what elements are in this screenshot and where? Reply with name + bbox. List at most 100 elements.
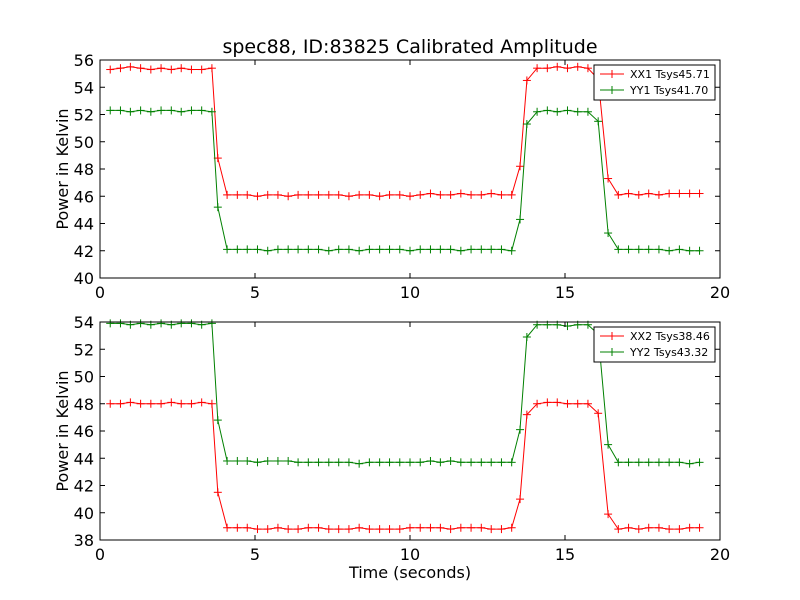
top-y-tick-label: 50 xyxy=(74,133,94,152)
top-x-ticks: 0 5 10 15 20 xyxy=(95,60,730,302)
bottom-series-xx-point xyxy=(685,523,694,532)
bottom-series-xx-point xyxy=(375,525,384,534)
bottom-series-xx-point xyxy=(553,398,562,407)
top-series-yy-point xyxy=(406,246,414,255)
bottom-series-xx-point xyxy=(146,399,155,408)
top-legend-box xyxy=(593,64,716,101)
bottom-x-tick-label: 5 xyxy=(250,545,260,564)
top-legend: XX1 Tsys45.71 YY1 Tsys41.70 xyxy=(593,64,716,101)
bottom-series-yy-point xyxy=(614,458,623,467)
top-series-yy-point xyxy=(207,107,216,116)
bottom-series-xx-point xyxy=(273,523,282,532)
top-series-xx-point xyxy=(344,192,353,201)
top-series-xx-point xyxy=(223,190,232,199)
top-series-xx-point xyxy=(644,189,653,198)
top-series-yy-point xyxy=(284,245,293,254)
bottom-y-tick-label: 46 xyxy=(74,422,94,441)
chart-title: spec88, ID:83825 Calibrated Amplitude xyxy=(222,36,597,58)
top-series-yy-point xyxy=(665,246,674,255)
bottom-series-xx-point xyxy=(416,523,425,532)
bottom-y-ticks: 38 40 42 44 46 48 50 52 54 xyxy=(74,313,720,550)
top-series-yy-point xyxy=(263,246,272,255)
bottom-series-xx-point xyxy=(395,525,404,534)
top-series-xx-point xyxy=(157,64,166,73)
bottom-series-xx-point xyxy=(207,399,216,408)
top-series-xx-point xyxy=(314,190,323,199)
top-series-yy-point xyxy=(167,106,176,115)
top-series-yy-point xyxy=(654,245,663,254)
bottom-series-xx-point xyxy=(223,523,232,532)
top-series-yy-point xyxy=(187,106,196,115)
bottom-series-xx-point xyxy=(167,398,176,407)
bottom-series-xx-point xyxy=(563,399,572,408)
bottom-series-yy-point xyxy=(395,458,404,467)
top-x-tick-label: 15 xyxy=(555,283,575,302)
bottom-series-xx-point xyxy=(406,523,414,532)
bottom-series-xx-point xyxy=(177,399,186,408)
bottom-series-xx-point xyxy=(233,523,242,532)
bottom-series-xx-point xyxy=(253,525,262,534)
top-series-yy-point xyxy=(157,106,166,115)
top-series-yy-point xyxy=(604,229,613,238)
bottom-series-yy-point xyxy=(177,319,186,328)
bottom-series-yy-point xyxy=(436,458,445,467)
top-plot-area xyxy=(106,62,704,255)
bottom-legend: XX2 Tsys38.46 YY2 Tsys43.32 xyxy=(593,326,716,363)
bottom-series-yy-point xyxy=(477,458,486,467)
top-series-xx-point xyxy=(253,192,262,201)
bottom-x-tick-label: 15 xyxy=(555,545,575,564)
top-series-xx-point xyxy=(685,189,694,198)
top-series-xx-point xyxy=(487,189,496,198)
top-series-xx-point xyxy=(126,62,135,71)
top-series-xx-point xyxy=(177,64,186,73)
bottom-series-xx-point xyxy=(654,523,663,532)
top-series-xx-point xyxy=(497,190,506,199)
bottom-series-yy-point xyxy=(665,458,674,467)
bottom-series-xx-point xyxy=(136,399,145,408)
bottom-series-yy-point xyxy=(365,458,374,467)
bottom-series-yy-point xyxy=(416,458,425,467)
top-series-yy-point xyxy=(614,245,623,254)
top-series-yy-point xyxy=(126,107,135,116)
bottom-series-yy-point xyxy=(324,458,333,467)
top-series-yy-point xyxy=(624,245,633,254)
top-series-yy-point xyxy=(522,120,531,129)
bottom-series-yy-point xyxy=(446,456,455,465)
top-series-yy-point xyxy=(106,106,115,115)
top-series-xx-point xyxy=(187,65,196,74)
bottom-y-tick-label: 52 xyxy=(74,340,94,359)
bottom-series-xx-point xyxy=(243,523,252,532)
top-series-yy-point xyxy=(487,245,496,254)
bottom-series-xx-point xyxy=(446,525,455,534)
bottom-series-xx-point xyxy=(304,523,313,532)
top-series-yy-point xyxy=(213,203,222,212)
bottom-y-axis-label: Power in Kelvin xyxy=(53,370,72,491)
bottom-series-xx-point xyxy=(543,398,552,407)
top-y-tick-label: 48 xyxy=(74,160,94,179)
bottom-series-xx-point xyxy=(385,525,394,534)
bottom-series-xx-point xyxy=(213,488,222,497)
top-series-xx-point xyxy=(273,190,282,199)
top-series-yy-point xyxy=(477,245,486,254)
bottom-series-yy-point xyxy=(106,319,115,328)
top-series-xx-point xyxy=(406,192,414,201)
top-series-yy-point xyxy=(533,107,542,116)
top-series-xx-point xyxy=(207,64,216,73)
bottom-y-tick-label: 48 xyxy=(74,395,94,414)
top-series-xx-point xyxy=(467,190,476,199)
top-series-xx-point xyxy=(167,65,176,74)
bottom-series-xx-point xyxy=(324,525,333,534)
top-series-xx-point xyxy=(395,190,404,199)
top-x-tick-label: 10 xyxy=(400,283,420,302)
bottom-series-yy-point xyxy=(634,458,643,467)
bottom-series-yy-point xyxy=(284,456,293,465)
top-series-yy-point xyxy=(516,215,525,224)
bottom-series-yy-point xyxy=(675,458,684,467)
bottom-series-yy-point xyxy=(263,456,272,465)
top-x-tick-label: 20 xyxy=(710,283,730,302)
top-series-xx-point xyxy=(675,189,684,198)
top-series-yy-point xyxy=(685,246,694,255)
bottom-series-xx-point xyxy=(604,510,613,519)
bottom-series-xx-point xyxy=(187,399,196,408)
